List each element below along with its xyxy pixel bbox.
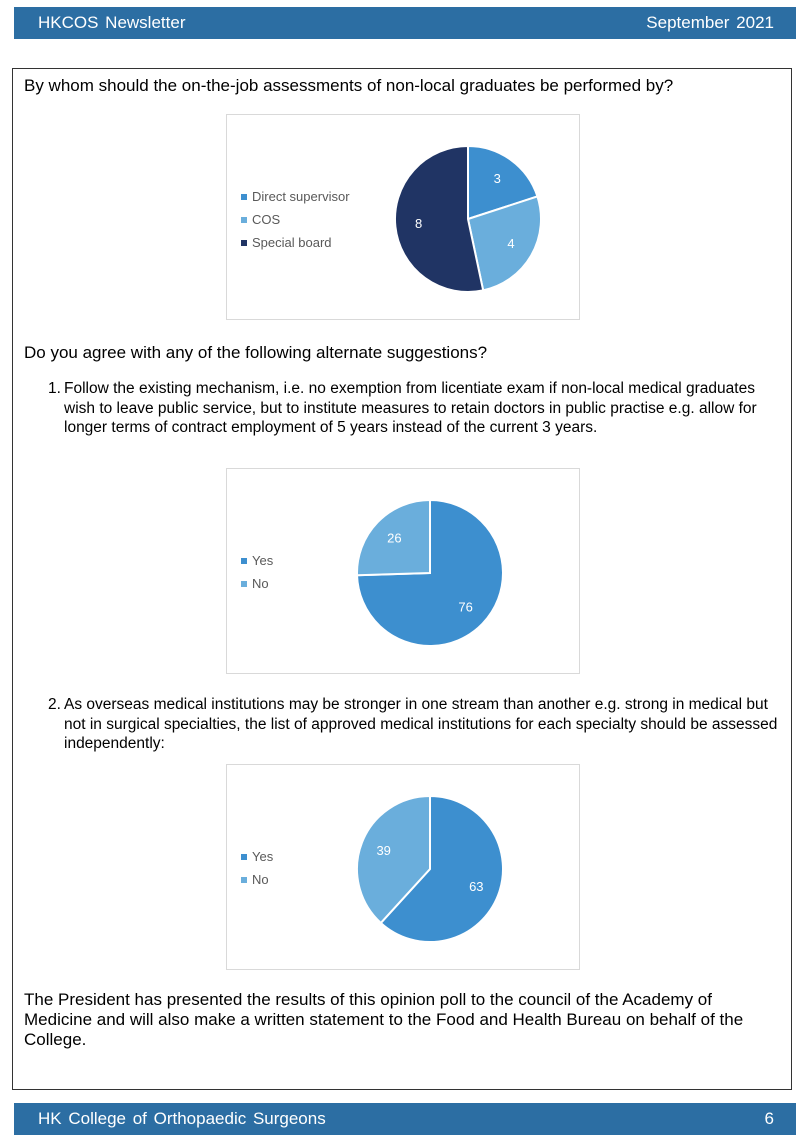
legend-swatch [241, 216, 247, 223]
legend-label: Direct supervisor [252, 189, 350, 204]
suggestion-2: 2. As overseas medical institutions may … [48, 695, 788, 754]
legend-item: No [241, 868, 273, 891]
suggestion-1: 1. Follow the existing mechanism, i.e. n… [48, 379, 788, 438]
suggestion-1-text: Follow the existing mechanism, i.e. no e… [64, 380, 757, 436]
legend-label: No [252, 872, 269, 887]
legend-item: Yes [241, 549, 273, 572]
legend-label: Yes [252, 849, 274, 864]
header-bar: HKCOS Newsletter September 2021 [14, 7, 796, 39]
legend-label: Special board [252, 235, 332, 250]
closing-paragraph: The President has presented the results … [24, 990, 744, 1049]
pie-suggestion-1: 76 26 [355, 498, 504, 647]
pie-slice-cos [466, 195, 542, 292]
legend-suggestion-2: Yes No [241, 845, 273, 891]
pie-slice-special-board [394, 144, 485, 293]
legend-swatch [241, 876, 247, 883]
data-label: 39 [376, 843, 390, 858]
legend-suggestion-1: Yes No [241, 549, 273, 595]
pie-assessors: 3 4 8 [394, 144, 542, 293]
data-label: 26 [387, 530, 401, 545]
pie-slice-no [356, 794, 431, 925]
chart-suggestion-1: Yes No 76 26 [226, 468, 580, 674]
legend-swatch [241, 557, 247, 564]
pie-slice-no [356, 498, 431, 577]
legend-item: Direct supervisor [241, 185, 350, 208]
legend-swatch [241, 580, 247, 587]
newsletter-title: HKCOS Newsletter [38, 13, 186, 32]
data-label: 76 [458, 600, 472, 615]
college-name: HK College of Orthopaedic Surgeons [38, 1109, 326, 1128]
content-frame [12, 68, 792, 1090]
suggestion-1-number: 1. [48, 380, 61, 397]
legend-label: COS [252, 212, 281, 227]
legend-label: No [252, 576, 269, 591]
legend-assessors: Direct supervisor COS Special board [241, 185, 350, 254]
legend-swatch [241, 853, 247, 860]
data-label: 4 [507, 236, 514, 251]
legend-item: COS [241, 208, 350, 231]
suggestion-2-text: As overseas medical institutions may be … [64, 696, 778, 752]
issue-date: September 2021 [646, 13, 774, 32]
data-label: 8 [415, 216, 422, 231]
data-label: 3 [494, 171, 501, 186]
legend-item: Special board [241, 231, 350, 254]
footer-bar: HK College of Orthopaedic Surgeons 6 [14, 1103, 796, 1135]
pie-suggestion-2: 63 39 [356, 794, 504, 943]
data-label: 63 [469, 879, 483, 894]
chart-suggestion-2: Yes No 63 39 [226, 764, 580, 970]
legend-item: No [241, 572, 273, 595]
legend-swatch [241, 239, 247, 246]
question-assessors: By whom should the on-the-job assessment… [24, 76, 674, 95]
pie-slice-direct-supervisor [467, 144, 539, 221]
legend-swatch [241, 193, 247, 200]
chart-assessors: Direct supervisor COS Special board 3 4 8 [226, 114, 580, 320]
legend-label: Yes [252, 553, 274, 568]
suggestion-2-number: 2. [48, 696, 61, 713]
legend-item: Yes [241, 845, 273, 868]
pie-slice-yes [379, 794, 504, 943]
page-number: 6 [764, 1109, 774, 1128]
question-alternates: Do you agree with any of the following a… [24, 343, 488, 362]
